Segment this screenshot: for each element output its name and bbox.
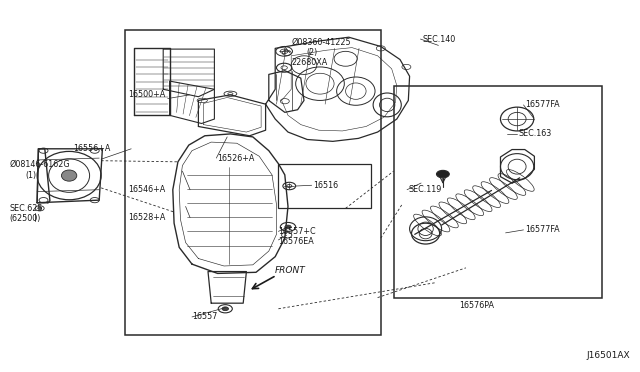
Text: SEC.163: SEC.163 — [518, 129, 552, 138]
Text: Ø08360-41225: Ø08360-41225 — [291, 38, 351, 47]
Text: FRONT: FRONT — [275, 266, 306, 275]
Ellipse shape — [222, 307, 228, 311]
Ellipse shape — [38, 207, 42, 209]
Text: SEC.625: SEC.625 — [10, 204, 43, 213]
Text: Ø08146-6162G: Ø08146-6162G — [10, 160, 70, 169]
Ellipse shape — [61, 170, 77, 181]
Text: SEC.119: SEC.119 — [408, 185, 442, 194]
Text: 16526+A: 16526+A — [218, 154, 255, 163]
Text: 16576EA: 16576EA — [278, 237, 314, 246]
Text: 16557+C: 16557+C — [278, 227, 316, 236]
Text: J16501AX: J16501AX — [587, 351, 630, 360]
Text: 16557: 16557 — [192, 312, 218, 321]
Ellipse shape — [285, 225, 291, 229]
Bar — [125, 30, 381, 335]
Text: 16556+A: 16556+A — [74, 144, 111, 153]
Text: 16546+A: 16546+A — [128, 185, 165, 194]
Bar — [394, 86, 602, 298]
Text: 16516: 16516 — [314, 181, 339, 190]
Bar — [278, 164, 371, 208]
Text: 16500+A: 16500+A — [128, 90, 165, 99]
Text: (2): (2) — [306, 48, 317, 57]
Text: (62500): (62500) — [10, 214, 41, 223]
Text: 16577FA: 16577FA — [525, 225, 559, 234]
Text: 16528+A: 16528+A — [128, 213, 165, 222]
Text: (1): (1) — [26, 171, 36, 180]
Text: 22680XA: 22680XA — [291, 58, 328, 67]
Ellipse shape — [436, 170, 449, 178]
Text: SEC.140: SEC.140 — [422, 35, 456, 44]
Text: 16577FA: 16577FA — [525, 100, 559, 109]
Text: 16576PA: 16576PA — [460, 301, 495, 310]
